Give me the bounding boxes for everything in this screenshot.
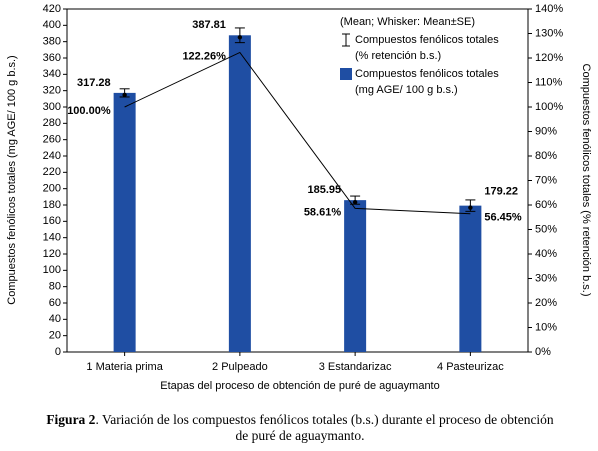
y-tick-label: 0 — [55, 346, 61, 358]
legend-swatch — [340, 68, 352, 80]
y-tick-label: 340 — [43, 68, 61, 80]
caption-label: Figura 2 — [46, 412, 96, 427]
y-tick-label: 180 — [43, 199, 61, 211]
bar-value-label: 387.81 — [192, 19, 226, 31]
y-axis-title: Compuestos fenólicos totales (mg AGE/ 10… — [6, 55, 18, 304]
error-bar — [465, 199, 476, 212]
y2-tick-label: 50% — [535, 223, 557, 235]
y-tick-label: 400 — [43, 19, 61, 31]
y-tick-label: 60 — [49, 297, 61, 309]
y-tick-label: 80 — [49, 281, 61, 293]
bar-value-label: 179.22 — [484, 186, 518, 198]
y2-axis-title: Compuestos fenólicos totales (% retenció… — [580, 64, 592, 297]
line-value-label: 58.61% — [304, 206, 342, 218]
legend-note: (Mean; Whisker: Mean±SE) — [340, 16, 475, 28]
legend-label: Compuestos fenólicos totales (mg AGE/ 100… — [355, 68, 499, 96]
y2-tick-label: 120% — [535, 52, 563, 64]
line — [124, 51, 471, 215]
y2-tick-label: 90% — [535, 125, 557, 137]
y2-tick-label: 20% — [535, 297, 557, 309]
bar — [459, 205, 482, 352]
y-tick-label: 300 — [43, 101, 61, 113]
x-tick-label: 2 Pulpeado — [212, 361, 268, 373]
line-value-label: 100.00% — [67, 105, 111, 117]
y2-tick-label: 60% — [535, 199, 557, 211]
y2-tick-label: 130% — [535, 27, 563, 39]
y2-tick-label: 10% — [535, 321, 557, 333]
y-tick-label: 260 — [43, 134, 61, 146]
bar — [228, 35, 251, 352]
caption-text: . Variación de los compuestos fenólicos … — [95, 412, 554, 443]
y-tick-label: 20 — [49, 330, 61, 342]
mean-dot — [122, 92, 127, 98]
y2-tick-label: 100% — [535, 101, 563, 113]
y-tick-label: 160 — [43, 215, 61, 227]
y2-tick-label: 30% — [535, 272, 557, 284]
error-bar — [234, 27, 245, 44]
y-tick-label: 100 — [43, 264, 61, 276]
mean-dot — [237, 35, 243, 40]
x-tick-label: 4 Pasteurizac — [437, 361, 504, 373]
y2-tick-label: 40% — [535, 248, 557, 260]
y-tick-label: 140 — [43, 232, 61, 244]
y2-tick-label: 110% — [535, 76, 563, 88]
y2-tick-label: 0% — [535, 346, 551, 358]
y-tick-label: 220 — [43, 166, 61, 178]
y-tick-label: 240 — [43, 150, 61, 162]
line-value-label: 56.45% — [484, 212, 522, 224]
mean-dot — [352, 199, 358, 205]
bar-value-label: 317.28 — [77, 77, 111, 89]
error-bar — [119, 88, 130, 98]
y-tick-label: 120 — [43, 248, 61, 260]
legend-label: Compuestos fenólicos totales (% retención… — [355, 34, 499, 62]
caption: Figura 2. Variación de los compuestos fe… — [40, 412, 560, 444]
x-tick-label: 1 Materia prima — [86, 361, 163, 373]
y-tick-label: 200 — [43, 183, 61, 195]
y-tick-label: 360 — [43, 52, 61, 64]
x-tick-label: 3 Estandarizac — [319, 361, 392, 373]
y-tick-label: 280 — [43, 117, 61, 129]
y2-tick-label: 70% — [535, 174, 557, 186]
bar-value-label: 185.95 — [307, 184, 341, 196]
line-value-label: 122.26% — [182, 50, 226, 62]
bar — [113, 92, 136, 352]
y-tick-label: 40 — [49, 313, 61, 325]
bar — [344, 200, 367, 352]
y2-tick-label: 140% — [535, 3, 563, 15]
plot-frame — [66, 8, 529, 353]
y2-tick-label: 80% — [535, 150, 557, 162]
mean-dot — [468, 205, 473, 210]
chart: Etapas del proceso de obtención de puré … — [6, 3, 592, 392]
y-tick-label: 320 — [43, 85, 61, 97]
y-tick-label: 380 — [43, 36, 61, 48]
x-axis-title: Etapas del proceso de obtención de puré … — [160, 380, 439, 392]
y-tick-label: 420 — [43, 3, 61, 15]
